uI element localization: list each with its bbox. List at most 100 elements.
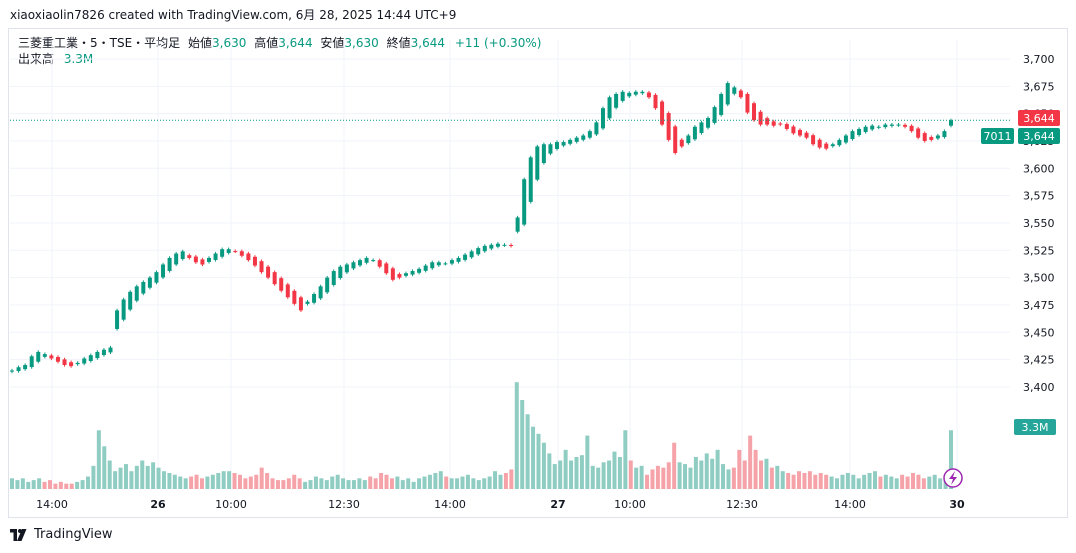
candle-body — [423, 265, 428, 271]
candle-body — [403, 273, 408, 276]
candle-body — [909, 125, 914, 132]
candle-body — [600, 108, 605, 129]
volume-bar — [731, 467, 736, 489]
candle-body — [252, 256, 257, 266]
volume-bar — [292, 474, 297, 489]
candle-body — [285, 284, 290, 298]
candle-body — [62, 359, 67, 366]
volume-bar — [883, 474, 888, 489]
volume-bar — [303, 481, 308, 489]
candle-body — [850, 131, 855, 140]
volume-bar — [661, 467, 666, 489]
candle-body — [666, 113, 671, 140]
candle-body — [660, 101, 665, 125]
time-tick-label: 14:00 — [834, 498, 866, 511]
candle-body — [929, 137, 934, 140]
volume-bar — [911, 472, 916, 489]
candle-body — [896, 124, 901, 126]
volume-bar — [85, 476, 90, 489]
volume-bar — [270, 478, 275, 489]
time-tick-label: 14:00 — [434, 498, 466, 511]
volume-bar — [715, 449, 720, 489]
candle-body — [69, 362, 74, 367]
volume-bar — [916, 474, 921, 489]
volume-bar — [894, 478, 899, 489]
volume-bar — [612, 451, 617, 489]
candle-body — [581, 135, 586, 140]
volume-bar — [243, 478, 248, 489]
candle-body — [325, 277, 330, 293]
volume-bar — [151, 462, 156, 489]
lightning-icon[interactable] — [943, 468, 963, 488]
price-tick-label: 3,475 — [1023, 299, 1055, 312]
candle-body — [305, 301, 310, 304]
volume-bar — [807, 471, 812, 489]
ticker-badge-bg — [981, 128, 1014, 144]
legend-low-label: 安値 — [320, 36, 345, 50]
candle-body — [791, 126, 796, 134]
volume-bar — [368, 476, 373, 489]
legend-symbol[interactable]: 三菱重工業・5・TSE・平均足 — [18, 36, 181, 50]
volume-bar — [69, 483, 74, 489]
candle-body — [42, 354, 47, 357]
legend-close-label: 終値 — [386, 36, 411, 50]
volume-bar — [932, 474, 937, 489]
volume-bar — [379, 472, 384, 489]
tradingview-logo-icon — [10, 528, 27, 541]
candle-body — [220, 249, 225, 257]
price-tick-label: 3,500 — [1023, 272, 1055, 285]
volume-bar — [949, 430, 953, 489]
volume-bar — [449, 478, 454, 489]
candle-body — [522, 179, 527, 225]
candle-body — [200, 259, 205, 265]
candle-body — [725, 83, 730, 105]
price-tick-label: 3,600 — [1023, 162, 1055, 175]
volume-bar — [569, 460, 574, 489]
candle-body — [75, 362, 80, 365]
volume-bar — [748, 435, 753, 489]
time-tick-label: 12:30 — [726, 498, 758, 511]
volume-bar — [493, 471, 498, 489]
candle-body — [719, 93, 724, 115]
volume-bar — [129, 471, 134, 489]
volume-bar — [417, 478, 422, 489]
chart-credit: xiaoxiaolin7826 created with TradingView… — [10, 8, 457, 22]
volume-bar — [596, 467, 601, 489]
candle-body — [817, 139, 822, 148]
candle-body — [384, 263, 389, 274]
volume-bar — [406, 478, 411, 489]
volume-bar — [905, 476, 910, 489]
candle-body — [312, 293, 317, 303]
volume-bar — [650, 469, 655, 489]
volume-bar — [645, 474, 650, 489]
volume-bar — [351, 480, 356, 489]
volume-bar — [389, 478, 394, 489]
time-axis: 14:00 26 10:00 12:30 14:00 27 10:00 12:30 14:00 3… — [36, 498, 965, 511]
volume-bar — [764, 458, 769, 489]
volume-bar — [873, 471, 878, 489]
volume-bar — [655, 465, 660, 489]
candle-body — [489, 244, 494, 249]
volume-badge: 3.3M — [1022, 421, 1049, 434]
volume-bar — [818, 472, 823, 489]
tradingview-brand[interactable]: TradingView — [10, 527, 113, 542]
candle-body — [870, 125, 875, 130]
last-price-badge: 3,644 — [1023, 130, 1055, 143]
volume-bar — [471, 478, 476, 489]
candle-body — [161, 264, 166, 278]
candle-body — [758, 111, 763, 125]
legend-open-value: 3,630 — [212, 36, 247, 50]
volume-bar — [666, 462, 671, 489]
candle-body — [863, 126, 868, 133]
volume-bar — [856, 478, 861, 489]
time-tick-label: 27 — [550, 498, 565, 511]
candle-body — [292, 290, 297, 304]
candle-body — [771, 121, 776, 126]
volume-bar — [585, 435, 590, 489]
volume-bar — [531, 426, 536, 489]
candle-body — [916, 128, 921, 138]
candle-body — [502, 244, 507, 246]
volume-bar — [607, 460, 612, 489]
candle-body — [174, 253, 179, 265]
